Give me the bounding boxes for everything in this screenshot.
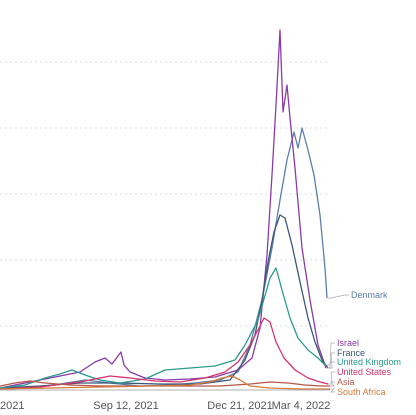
label-leader [326, 342, 335, 369]
label-leader [330, 388, 335, 393]
x-tick-label: Dec 21, 2021 [207, 400, 272, 412]
series-lines [0, 29, 330, 390]
series-label: United Kingdom [337, 357, 401, 367]
series-line-united-kingdom [0, 267, 326, 389]
label-leader [327, 294, 349, 299]
x-axis: 2021 Sep 12, 2021 Dec 21, 2021 Mar 4, 20… [0, 389, 331, 412]
label-leader [328, 352, 335, 369]
series-line-united-states [0, 317, 329, 390]
series-line-denmark [0, 127, 328, 390]
series-line-south-africa [0, 375, 330, 390]
x-tick-label: 2021 [0, 400, 24, 412]
series-label: Denmark [351, 290, 388, 300]
x-tick-label: Mar 4, 2022 [272, 400, 331, 412]
label-leader-lines [325, 294, 349, 393]
series-label: United States [337, 367, 392, 377]
series-line-france [0, 214, 329, 389]
label-leader [325, 361, 335, 366]
series-label: Asia [337, 377, 355, 387]
x-tick-label: Sep 12, 2021 [93, 400, 158, 412]
label-leader [330, 381, 335, 387]
series-line-israel [0, 29, 327, 389]
series-label: South Africa [337, 387, 386, 397]
series-label: Israel [337, 338, 359, 348]
series-line-asia [0, 380, 330, 387]
label-leader [328, 371, 335, 385]
series-label: France [337, 348, 365, 358]
